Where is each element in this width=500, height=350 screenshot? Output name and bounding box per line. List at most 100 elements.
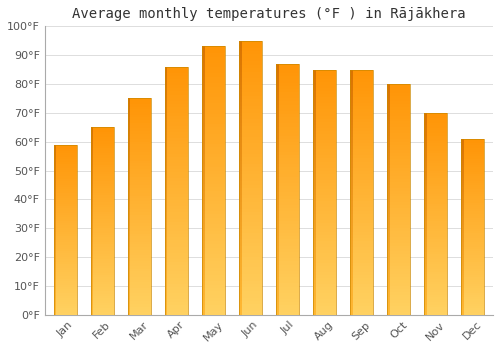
Bar — [90, 266, 94, 268]
Bar — [202, 201, 225, 204]
Bar — [350, 106, 373, 110]
Bar — [276, 73, 278, 76]
Bar — [54, 255, 56, 257]
Bar — [128, 277, 130, 280]
Bar — [461, 203, 464, 205]
Bar — [387, 254, 390, 257]
Bar — [239, 181, 242, 184]
Bar — [350, 281, 353, 284]
Bar — [461, 174, 484, 176]
Bar — [424, 244, 427, 247]
Bar — [461, 145, 484, 148]
Bar — [54, 225, 56, 228]
Bar — [313, 149, 336, 152]
Bar — [276, 105, 299, 108]
Bar — [54, 210, 76, 213]
Bar — [128, 123, 150, 125]
Bar — [128, 206, 130, 209]
Bar — [350, 70, 373, 315]
Bar — [276, 258, 278, 261]
Bar — [276, 167, 299, 170]
Bar — [461, 295, 484, 297]
Bar — [276, 167, 278, 170]
Bar — [276, 217, 278, 220]
Bar — [276, 130, 299, 133]
Bar — [424, 138, 447, 141]
Bar — [313, 140, 316, 143]
Bar — [54, 185, 76, 187]
Bar — [239, 106, 262, 109]
Bar — [202, 221, 204, 224]
Bar — [313, 290, 336, 293]
Bar — [239, 209, 262, 212]
Bar — [164, 94, 168, 98]
Bar — [424, 279, 447, 282]
Bar — [54, 155, 56, 158]
Bar — [276, 308, 278, 312]
Bar — [239, 154, 242, 157]
Bar — [239, 167, 262, 171]
Bar — [90, 221, 94, 223]
Bar — [128, 136, 130, 139]
Bar — [202, 93, 225, 97]
Bar — [90, 303, 114, 306]
Bar — [387, 139, 390, 142]
Bar — [313, 94, 316, 97]
Bar — [90, 186, 114, 188]
Bar — [54, 257, 76, 259]
Bar — [424, 194, 427, 196]
Bar — [90, 275, 94, 277]
Bar — [164, 194, 168, 197]
Bar — [90, 289, 94, 291]
Bar — [350, 211, 373, 214]
Bar — [202, 211, 225, 214]
Bar — [387, 225, 410, 228]
Bar — [54, 296, 76, 298]
Bar — [239, 54, 262, 58]
Bar — [350, 137, 373, 140]
Bar — [164, 135, 188, 138]
Bar — [90, 174, 94, 176]
Bar — [461, 174, 464, 176]
Bar — [128, 231, 130, 234]
Bar — [90, 158, 94, 160]
Bar — [164, 306, 188, 309]
Bar — [239, 257, 262, 260]
Bar — [202, 53, 225, 57]
Bar — [164, 253, 188, 256]
Bar — [424, 221, 427, 224]
Bar — [313, 257, 336, 260]
Bar — [164, 290, 188, 293]
Bar — [313, 85, 316, 88]
Bar — [276, 95, 299, 98]
Bar — [90, 127, 114, 130]
Bar — [313, 244, 316, 247]
Bar — [461, 299, 484, 302]
Bar — [387, 231, 390, 234]
Bar — [387, 96, 410, 98]
Bar — [164, 231, 168, 234]
Bar — [164, 178, 188, 181]
Bar — [128, 239, 130, 242]
Bar — [90, 275, 114, 277]
Bar — [54, 172, 56, 174]
Bar — [350, 189, 373, 192]
Bar — [387, 237, 390, 240]
Bar — [387, 260, 410, 263]
Bar — [202, 228, 225, 231]
Bar — [461, 295, 464, 297]
Bar — [90, 294, 114, 296]
Bar — [424, 161, 447, 163]
Bar — [54, 196, 76, 198]
Bar — [424, 254, 427, 257]
Bar — [54, 281, 76, 283]
Bar — [313, 287, 316, 290]
Bar — [387, 303, 390, 306]
Bar — [239, 150, 242, 154]
Bar — [164, 70, 168, 73]
Bar — [461, 278, 484, 280]
Bar — [387, 182, 390, 185]
Bar — [276, 142, 278, 145]
Bar — [128, 182, 150, 185]
Bar — [387, 107, 410, 110]
